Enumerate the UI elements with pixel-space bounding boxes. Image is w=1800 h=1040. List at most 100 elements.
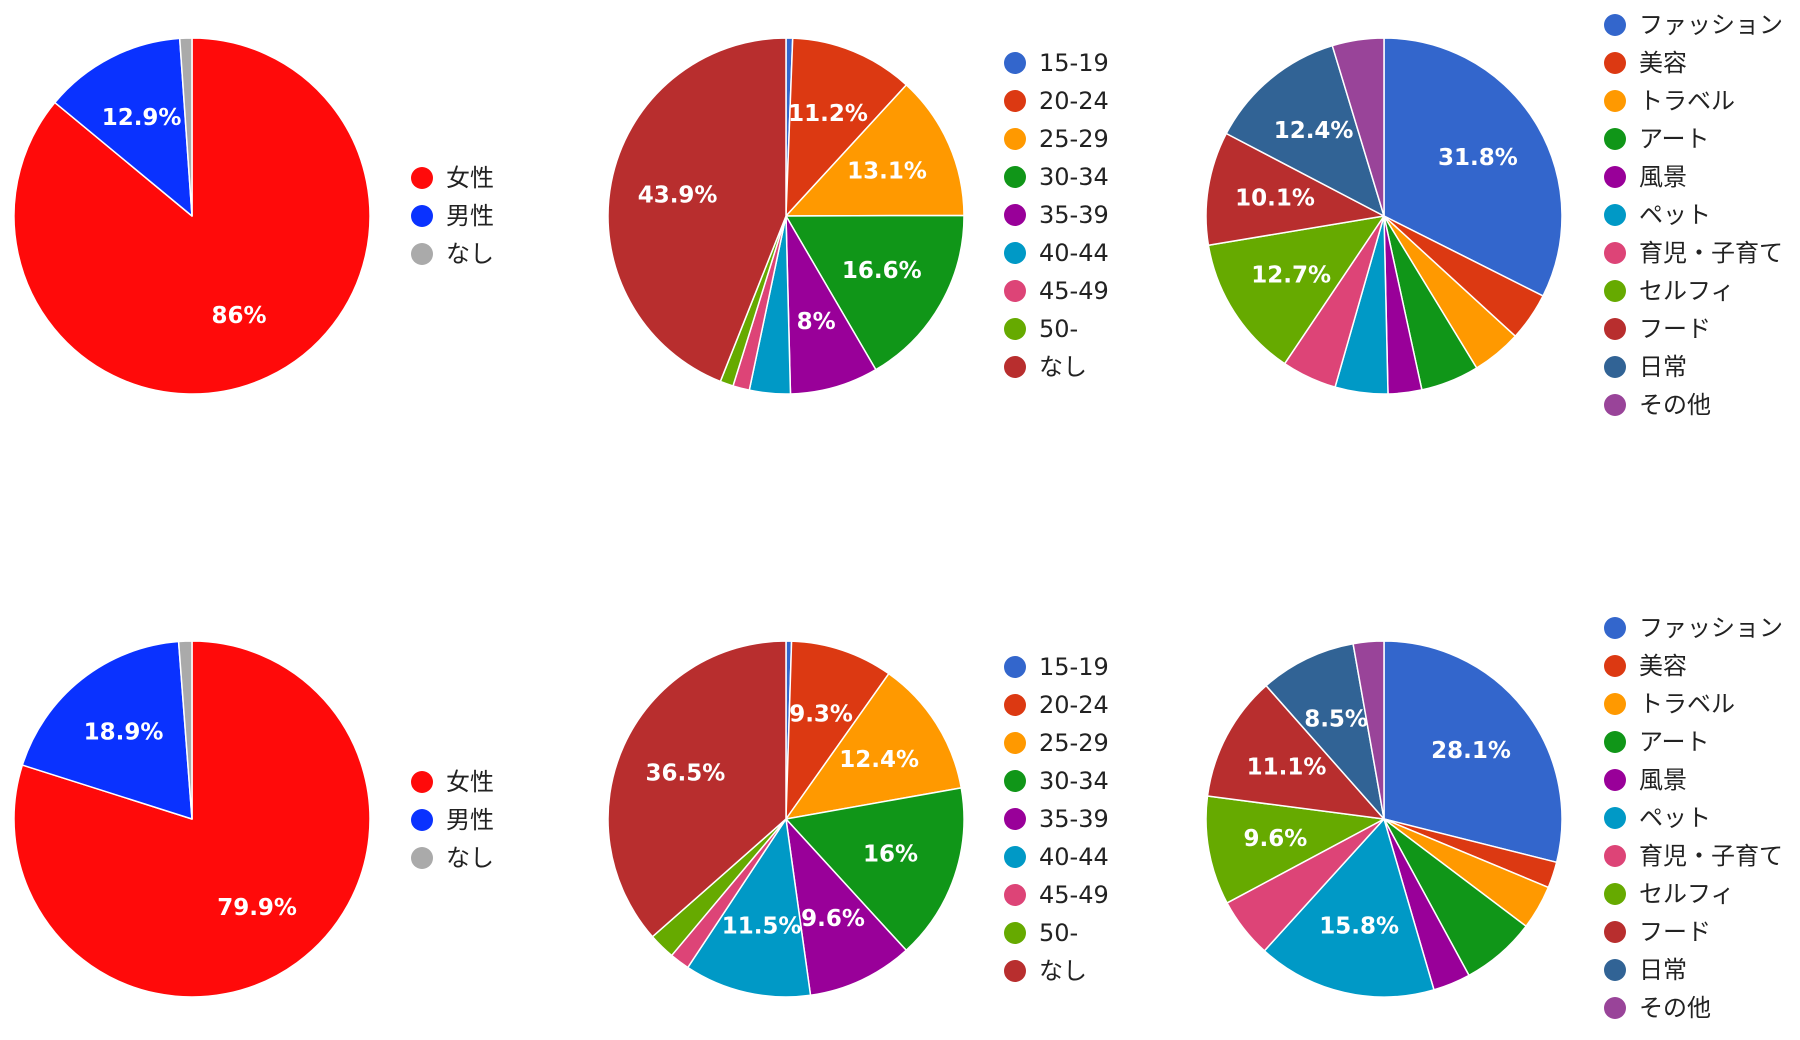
legend-swatch xyxy=(1004,846,1026,868)
legend-item[interactable]: 男性 xyxy=(411,806,494,834)
pie-slice-ファッション[interactable] xyxy=(1383,640,1563,864)
legend-label: 25-29 xyxy=(1039,125,1109,153)
legend-item[interactable]: 45-49 xyxy=(1004,277,1109,305)
legend-item[interactable]: 45-49 xyxy=(1004,881,1109,909)
legend-item[interactable]: 女性 xyxy=(411,768,494,796)
slice-data-label: 16% xyxy=(863,841,918,867)
pie-slice-セルフィ[interactable] xyxy=(1207,215,1385,365)
legend-item[interactable]: 育児・子育て xyxy=(1604,239,1783,267)
legend-item[interactable]: その他 xyxy=(1604,391,1711,419)
slice-data-label: 12.4% xyxy=(1274,118,1354,144)
legend-swatch xyxy=(1004,204,1026,226)
legend-item[interactable]: セルフィ xyxy=(1604,277,1735,305)
legend-label: 15-19 xyxy=(1039,49,1109,77)
legend-item[interactable]: 日常 xyxy=(1604,353,1687,381)
age-top-pie: 11.2% 13.1% 16.6%8% 43.9% xyxy=(607,37,965,395)
pie-slice-40-44[interactable] xyxy=(687,818,812,998)
legend-item[interactable]: 30-34 xyxy=(1004,767,1109,795)
legend-item[interactable]: 20-24 xyxy=(1004,87,1109,115)
pie-slice-25-29[interactable] xyxy=(785,84,965,217)
legend-item[interactable]: フード xyxy=(1604,315,1711,343)
pie-slice-20-24[interactable] xyxy=(785,37,908,217)
legend-item[interactable]: 40-44 xyxy=(1004,843,1109,871)
legend-item[interactable]: トラベル xyxy=(1604,87,1735,115)
age-bottom-legend: 15-19 20-24 25-29 30-34 35-39 40-44 45-49 50- なし xyxy=(1004,653,1109,985)
pie-slice-女性[interactable] xyxy=(13,640,371,998)
legend-item[interactable]: 15-19 xyxy=(1004,49,1109,77)
legend-swatch xyxy=(1004,732,1026,754)
pie-slice-男性[interactable] xyxy=(21,640,193,820)
legend-item[interactable]: アート xyxy=(1604,125,1710,153)
legend-item[interactable]: ペット xyxy=(1604,804,1711,832)
legend-item[interactable]: トラベル xyxy=(1604,690,1735,718)
legend-item[interactable]: その他 xyxy=(1604,994,1711,1022)
pie-slice-なし[interactable] xyxy=(178,37,193,217)
slice-data-label: 13.1% xyxy=(847,159,927,185)
legend-item[interactable]: ファッション xyxy=(1604,614,1783,642)
legend-item[interactable]: なし xyxy=(411,240,494,268)
legend-item[interactable]: 日常 xyxy=(1604,956,1687,984)
pie-slice-30-34[interactable] xyxy=(785,787,965,952)
pie-slice-なし[interactable] xyxy=(177,640,193,820)
legend-item[interactable]: アート xyxy=(1604,728,1710,756)
legend-item[interactable]: 美容 xyxy=(1604,652,1687,680)
pie-slice-ファッション[interactable] xyxy=(1383,37,1563,297)
legend-swatch xyxy=(1004,770,1026,792)
slice-data-label: 12.4% xyxy=(839,747,919,773)
slice-data-label: 11.5% xyxy=(722,914,802,940)
legend-item[interactable]: なし xyxy=(1004,957,1087,985)
legend-item[interactable]: ファッション xyxy=(1604,11,1783,39)
pie-slice-20-24[interactable] xyxy=(785,640,890,820)
legend-swatch xyxy=(1004,656,1026,678)
legend-item[interactable]: セルフィ xyxy=(1604,880,1735,908)
legend-item[interactable]: 50- xyxy=(1004,919,1078,947)
pie-slice-35-39[interactable] xyxy=(785,215,877,395)
legend-swatch xyxy=(1604,959,1626,981)
legend-item[interactable]: 15-19 xyxy=(1004,653,1109,681)
slice-data-label: 9.6% xyxy=(1244,826,1308,852)
pie-slice-女性[interactable] xyxy=(13,37,371,395)
pie-slice-25-29[interactable] xyxy=(785,672,962,820)
pie-slice-なし[interactable] xyxy=(607,37,787,383)
legend-item[interactable]: 35-39 xyxy=(1004,201,1109,229)
pie-slice-その他[interactable] xyxy=(1352,640,1385,820)
pie-slice-フード[interactable] xyxy=(1206,684,1385,820)
legend-item[interactable]: 40-44 xyxy=(1004,239,1109,267)
pie-slice-その他[interactable] xyxy=(1331,37,1385,217)
legend-label: 50- xyxy=(1039,919,1078,947)
legend-label: 50- xyxy=(1039,315,1078,343)
legend-item[interactable]: 女性 xyxy=(411,164,494,192)
legend-item[interactable]: 50- xyxy=(1004,315,1078,343)
slice-data-label: 16.6% xyxy=(842,258,922,284)
legend-item[interactable]: 美容 xyxy=(1604,49,1687,77)
legend-item[interactable]: なし xyxy=(411,844,494,872)
legend-item[interactable]: なし xyxy=(1004,353,1087,381)
legend-item[interactable]: 35-39 xyxy=(1004,805,1109,833)
legend-item[interactable]: 20-24 xyxy=(1004,691,1109,719)
legend-item[interactable]: 風景 xyxy=(1604,163,1687,191)
pie-slice-フード[interactable] xyxy=(1205,132,1385,246)
legend-item[interactable]: 25-29 xyxy=(1004,729,1109,757)
legend-swatch xyxy=(411,809,433,831)
legend-item[interactable]: 30-34 xyxy=(1004,163,1109,191)
legend-swatch xyxy=(1004,318,1026,340)
pie-slice-30-34[interactable] xyxy=(785,214,965,371)
legend-item[interactable]: 男性 xyxy=(411,202,494,230)
legend-item[interactable]: 風景 xyxy=(1604,766,1687,794)
pie-slice-男性[interactable] xyxy=(54,37,193,217)
legend-item[interactable]: 育児・子育て xyxy=(1604,842,1783,870)
pie-slice-なし[interactable] xyxy=(607,640,787,938)
legend-label: 男性 xyxy=(446,806,494,834)
legend-item[interactable]: フード xyxy=(1604,918,1711,946)
legend-swatch xyxy=(411,771,433,793)
legend-item[interactable]: ペット xyxy=(1604,201,1711,229)
legend-item[interactable]: 25-29 xyxy=(1004,125,1109,153)
pie-slice-ペット[interactable] xyxy=(1263,818,1435,998)
pie-slice-35-39[interactable] xyxy=(785,818,907,997)
pie-slice-セルフィ[interactable] xyxy=(1205,795,1385,904)
legend-label: ペット xyxy=(1639,804,1711,832)
pie-slice-日常[interactable] xyxy=(1265,642,1385,820)
legend-label: 男性 xyxy=(446,202,494,230)
